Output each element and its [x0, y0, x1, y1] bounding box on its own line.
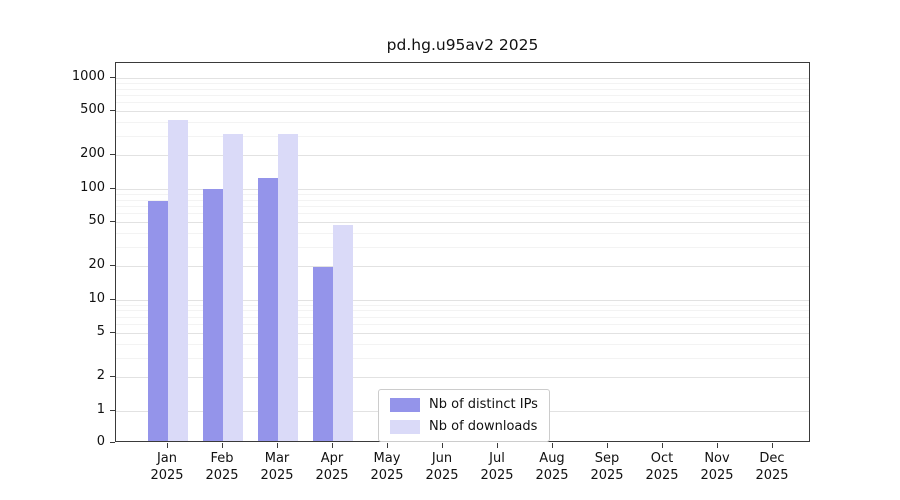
x-tick-label: Oct 2025 [645, 451, 679, 483]
minor-gridline [116, 95, 809, 96]
x-tick-label: Sep 2025 [590, 451, 624, 483]
x-tick-mark [717, 443, 718, 448]
bar-distinct-ips-mar [258, 178, 278, 441]
x-tick-label: Aug 2025 [535, 451, 569, 483]
y-tick-mark [110, 265, 115, 267]
gridline [116, 222, 809, 224]
minor-gridline [116, 324, 809, 326]
chart-title: pd.hg.u95av2 2025 [386, 36, 539, 54]
x-tick-mark [662, 443, 663, 448]
bar-distinct-ips-jan [148, 200, 168, 441]
y-tick-mark [110, 154, 115, 156]
bar-downloads-jan [168, 119, 188, 441]
gridline [116, 377, 809, 379]
y-tick-label: 1000 [71, 68, 105, 84]
y-tick-mark [110, 332, 115, 334]
gridline [116, 111, 809, 113]
legend-item: Nb of downloads [390, 419, 538, 434]
y-tick-label: 500 [80, 102, 105, 118]
y-tick-label: 200 [80, 146, 105, 162]
y-tick-label: 5 [96, 324, 105, 340]
x-tick-mark [277, 443, 278, 448]
minor-gridline [116, 82, 809, 84]
bar-downloads-feb [223, 133, 243, 441]
x-tick-label: Jun 2025 [425, 451, 459, 483]
gridline [116, 155, 809, 157]
x-tick-mark [167, 443, 168, 448]
minor-gridline [116, 102, 809, 104]
bar-distinct-ips-apr [313, 266, 333, 441]
y-tick-mark [110, 298, 115, 300]
x-tick-label: Dec 2025 [755, 451, 789, 483]
y-tick-label: 0 [96, 434, 105, 449]
x-tick-label: Mar 2025 [260, 451, 294, 483]
minor-gridline [116, 135, 809, 137]
bar-downloads-apr [333, 225, 353, 441]
minor-gridline [116, 232, 809, 234]
legend-label: Nb of downloads [429, 419, 538, 434]
x-tick-mark [772, 443, 773, 448]
minor-gridline [116, 304, 809, 306]
y-tick-mark [110, 110, 115, 112]
x-tick-mark [387, 443, 388, 448]
x-tick-label: Feb 2025 [205, 451, 239, 483]
x-tick-label: Jul 2025 [480, 451, 514, 483]
minor-gridline [116, 357, 809, 359]
y-tick-label: 20 [88, 257, 105, 273]
bar-distinct-ips-feb [203, 189, 223, 441]
minor-gridline [116, 310, 809, 312]
y-tick-label: 10 [88, 290, 105, 306]
x-tick-mark [607, 443, 608, 448]
y-tick-mark [110, 221, 115, 223]
minor-gridline [116, 343, 809, 345]
legend-swatch [390, 397, 420, 412]
minor-gridline [116, 246, 809, 248]
y-tick-label: 100 [80, 179, 105, 195]
x-tick-mark [497, 443, 498, 448]
y-tick-mark [110, 376, 115, 378]
gridline [116, 333, 809, 335]
y-tick-label: 2 [96, 368, 105, 384]
gridline [116, 188, 809, 190]
x-tick-label: Nov 2025 [700, 451, 734, 483]
legend-item: Nb of distinct IPs [390, 397, 538, 412]
minor-gridline [116, 88, 809, 90]
y-tick-mark [110, 76, 115, 78]
minor-gridline [116, 316, 809, 318]
minor-gridline [116, 193, 809, 195]
legend-label: Nb of distinct IPs [429, 397, 538, 412]
y-tick-label: 1 [96, 401, 105, 417]
y-tick-mark [110, 187, 115, 189]
legend-swatch [390, 419, 420, 434]
plot-area: Nb of distinct IPs Nb of downloads [115, 62, 810, 442]
x-tick-mark [442, 443, 443, 448]
x-tick-label: May 2025 [370, 451, 404, 483]
legend: Nb of distinct IPs Nb of downloads [378, 389, 550, 442]
x-tick-mark [222, 443, 223, 448]
minor-gridline [116, 121, 809, 123]
minor-gridline [116, 205, 809, 207]
gridline [116, 299, 809, 301]
y-tick-mark [110, 442, 115, 443]
y-tick-label: 50 [88, 213, 105, 229]
gridline [116, 77, 809, 79]
y-tick-mark [110, 409, 115, 411]
x-tick-mark [552, 443, 553, 448]
bar-downloads-mar [278, 133, 298, 441]
minor-gridline [116, 199, 809, 201]
minor-gridline [116, 213, 809, 215]
x-tick-label: Jan 2025 [150, 451, 184, 483]
x-tick-mark [332, 443, 333, 448]
gridline [116, 266, 809, 268]
x-tick-label: Apr 2025 [315, 451, 349, 483]
